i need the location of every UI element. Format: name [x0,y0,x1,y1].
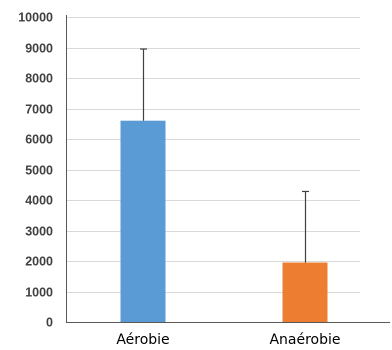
y-tick-label-6000: 6000 [25,133,53,147]
x-category-label-anaérobie: Anaérobie [269,332,340,348]
y-tick-label-1000: 1000 [25,286,53,300]
y-tick-label-7000: 7000 [25,103,53,117]
y-tick-label-8000: 8000 [25,72,53,86]
y-tick-label-4000: 4000 [25,194,53,208]
grid-lines [66,17,360,293]
bars [120,120,328,322]
y-tick-label-2000: 2000 [25,255,53,269]
x-category-label-aérobie: Aérobie [116,332,169,348]
y-tick-label-3000: 3000 [25,225,53,239]
y-tick-labels: 0 1000 2000 3000 4000 5000 6000 7000 8000 9000 100… [18,11,53,330]
bar-anaérobie [282,262,328,322]
error-bars [140,48,309,263]
y-tick-label-9000: 9000 [25,42,53,56]
y-tick-label-5000: 5000 [25,164,53,178]
axes [66,15,390,323]
bar-aérobie [120,120,166,322]
y-tick-label-0: 0 [46,316,53,330]
x-category-labels: Aérobie Anaérobie [116,332,340,348]
y-tick-label-10000: 10000 [18,11,53,25]
